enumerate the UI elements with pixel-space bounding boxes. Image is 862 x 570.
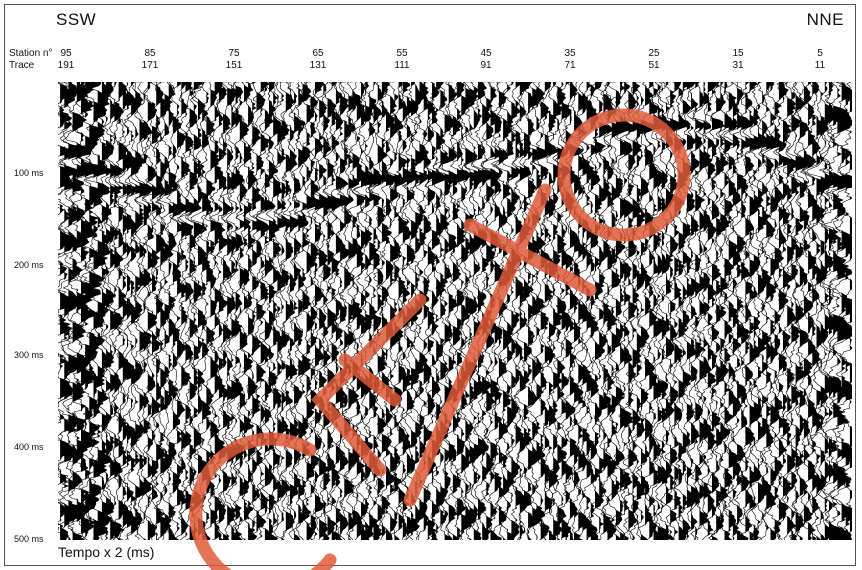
time-tick-label: 100 ms: [14, 168, 44, 178]
station-tick: 5: [817, 48, 823, 59]
time-tick-label: 200 ms: [14, 260, 44, 270]
station-row-label: Station n°: [9, 48, 53, 59]
trace-tick: 91: [480, 60, 492, 71]
trace-tick: 191: [57, 60, 75, 71]
time-axis-title: Tempo x 2 (ms): [58, 544, 155, 560]
trace-tick: 51: [648, 60, 660, 71]
time-tick-label: 300 ms: [14, 350, 44, 360]
station-tick: 95: [60, 48, 72, 59]
trace-tick: 131: [309, 60, 327, 71]
direction-label-left: SSW: [56, 10, 97, 29]
trace-tick: 11: [814, 60, 826, 71]
trace-tick: 171: [141, 60, 159, 71]
trace-tick: 151: [225, 60, 243, 71]
station-tick: 25: [648, 48, 660, 59]
station-tick: 35: [564, 48, 576, 59]
direction-label-right: NNE: [806, 10, 844, 29]
trace-tick: 31: [732, 60, 744, 71]
time-tick-label: 500 ms: [14, 534, 44, 544]
station-tick: 85: [144, 48, 156, 59]
trace-tick: 111: [394, 60, 410, 71]
time-tick-label: 400 ms: [14, 442, 44, 452]
station-tick: 75: [228, 48, 240, 59]
station-tick: 15: [732, 48, 744, 59]
station-tick: 55: [396, 48, 408, 59]
seismic-traces: [58, 82, 852, 540]
trace-row-label: Trace: [9, 60, 35, 71]
station-tick: 45: [480, 48, 492, 59]
trace-tick: 71: [564, 60, 576, 71]
seismic-plot: [58, 82, 852, 540]
station-tick: 65: [312, 48, 324, 59]
